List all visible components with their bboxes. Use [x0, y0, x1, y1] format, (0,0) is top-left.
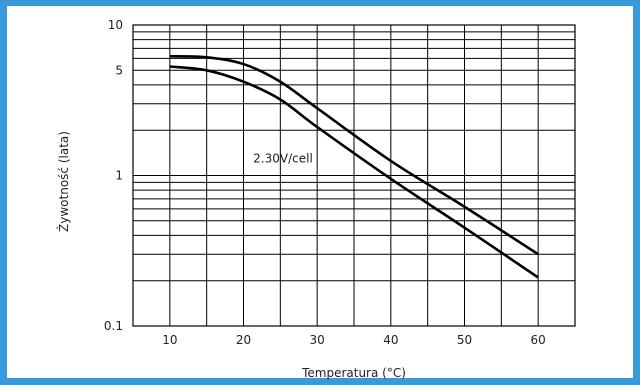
- voltage-annotation: 2.30V/cell: [253, 151, 313, 165]
- series-layer: [169, 54, 539, 279]
- x-tick-label: 50: [457, 333, 472, 347]
- x-tick-label: 60: [531, 333, 546, 347]
- x-tick-labels: 10 20 30 40 50 60: [162, 333, 546, 347]
- y-tick-labels: 0.1 1 5 10: [104, 18, 123, 333]
- x-tick-label: 30: [310, 333, 325, 347]
- plot-border: [132, 24, 576, 327]
- y-tick-label: 1: [115, 169, 123, 183]
- y-axis-title: Żywotność (lata): [56, 131, 71, 232]
- series-line-lower: [169, 65, 539, 279]
- x-tick-label: 10: [162, 333, 177, 347]
- y-tick-label: 0.1: [104, 319, 123, 333]
- x-tick-label: 20: [236, 333, 251, 347]
- x-axis-title: Temperatura (°C): [301, 366, 406, 380]
- y-tick-label: 5: [115, 63, 123, 77]
- y-tick-label: 10: [108, 18, 123, 32]
- x-tick-label: 40: [383, 333, 398, 347]
- series-line-upper: [169, 54, 539, 256]
